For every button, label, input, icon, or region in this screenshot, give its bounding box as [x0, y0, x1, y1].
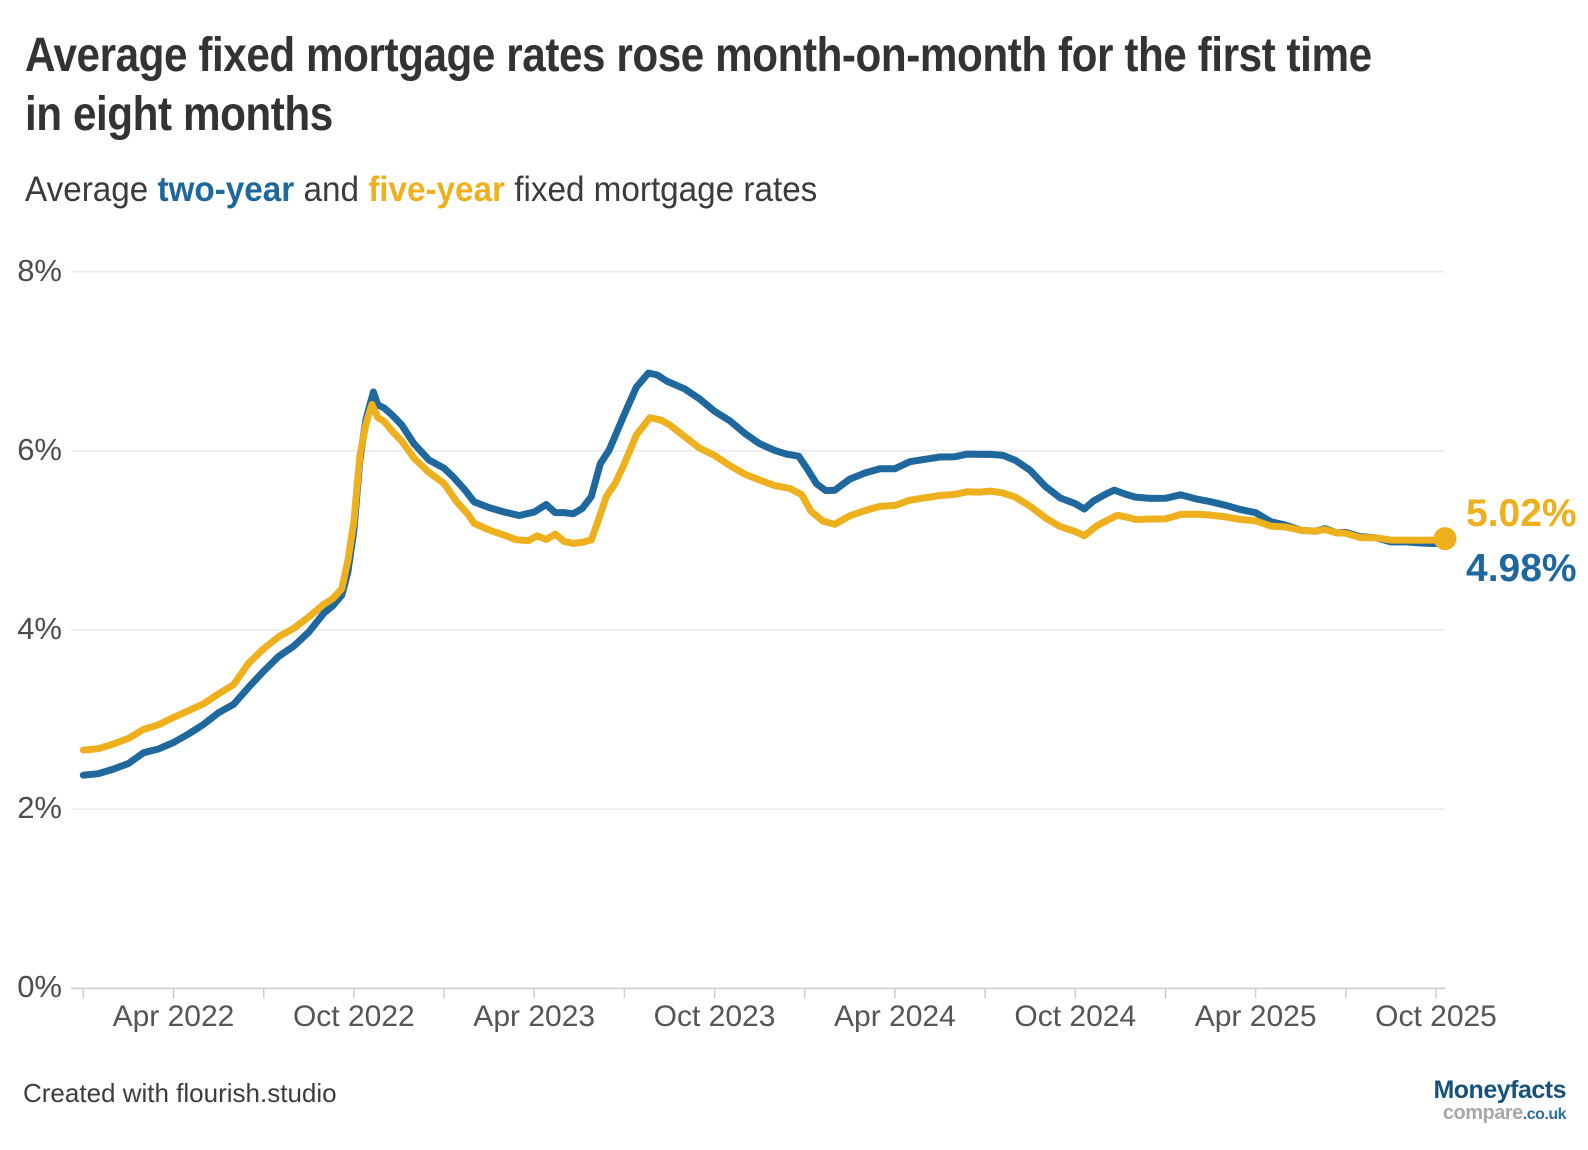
x-axis-label-Apr-2025: Apr 2025: [1194, 1000, 1317, 1033]
y-axis-label-8%: 8%: [17, 252, 62, 288]
moneyfacts-logo: Moneyfacts compare.co.uk: [1433, 1076, 1567, 1124]
two-year-line: [79, 369, 1449, 779]
y-axis-label-6%: 6%: [17, 431, 62, 467]
end-label-five-year: 5.02%: [1466, 492, 1577, 535]
logo-compare-text: compare.co.uk: [1442, 1102, 1567, 1124]
x-axis-label-Apr-2022: Apr 2022: [112, 1000, 235, 1033]
x-axis-label-Oct-2022: Oct 2022: [292, 1000, 415, 1033]
x-axis-label-Oct-2023: Oct 2023: [653, 1000, 776, 1033]
page-title: Average fixed mortgage rates rose month-…: [25, 26, 1555, 144]
end-label-two-year: 4.98%: [1466, 547, 1577, 590]
y-axis-label-0%: 0%: [17, 969, 62, 1005]
y-axis-label-2%: 2%: [17, 790, 62, 826]
legend-two-year: two-year: [157, 170, 295, 209]
x-axis-label-Apr-2024: Apr 2024: [834, 1000, 956, 1033]
y-axis-label-4%: 4%: [17, 611, 62, 646]
subtitle-middle: and: [294, 170, 369, 209]
logo-moneyfacts-text: Moneyfacts: [1433, 1076, 1566, 1104]
chart-subtitle: Average two-year and five-year fixed mor…: [25, 170, 817, 210]
flourish-credit: Created with flourish.studio: [23, 1078, 337, 1108]
five-year-line: [79, 401, 1449, 754]
title-line-1: Average fixed mortgage rates rose month-…: [25, 29, 1372, 82]
x-axis-label-Apr-2023: Apr 2023: [473, 1000, 596, 1033]
title-line-2: in eight months: [25, 88, 333, 141]
x-axis-label-Oct-2025: Oct 2025: [1375, 1000, 1497, 1033]
x-axis-label-Oct-2024: Oct 2024: [1014, 1000, 1137, 1033]
legend-five-year: five-year: [368, 170, 505, 209]
subtitle-suffix: fixed mortgage rates: [504, 170, 818, 209]
end-point-dot: [1433, 527, 1457, 551]
subtitle-prefix: Average: [25, 170, 158, 209]
